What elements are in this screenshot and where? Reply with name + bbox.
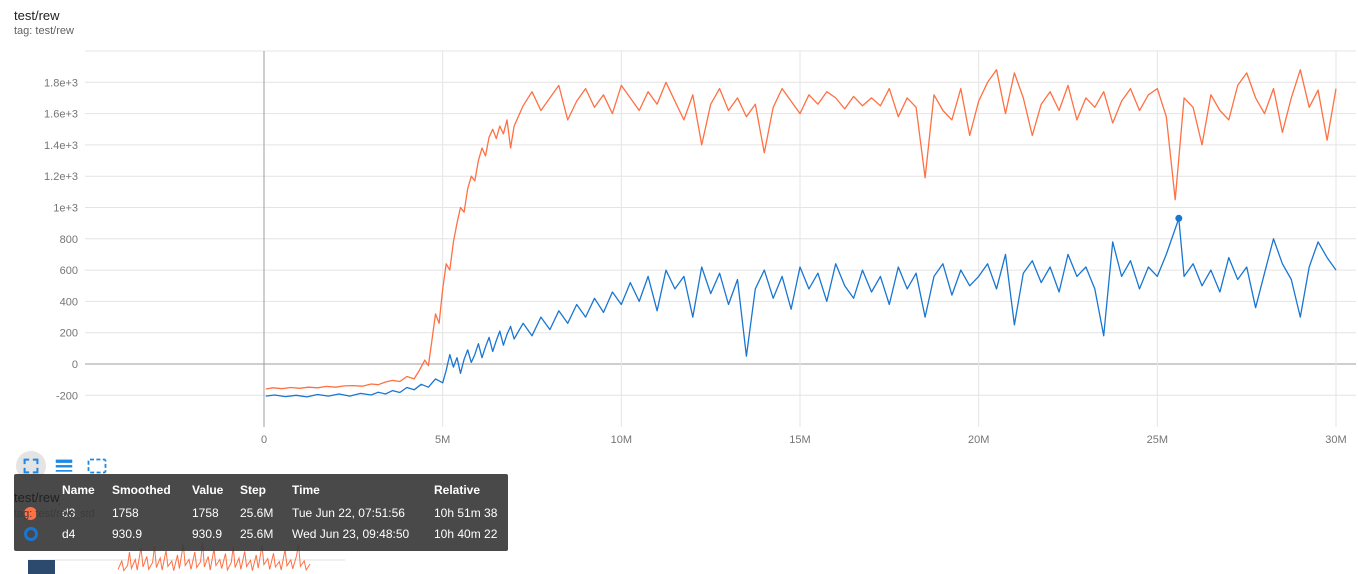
smoothed-column-header: Smoothed [112,483,171,497]
run-relative: 10h 40m 22s [434,526,498,541]
card2-header: test/rew_std tag: test/rew_std [14,490,95,521]
chart2-dark-fragment [28,560,55,574]
run-smoothed: 930.9 [112,526,143,541]
run-name: d3 [62,506,76,521]
run-step: 25.6M [240,526,274,541]
y-tick-label: 1.8e+3 [44,77,78,89]
y-tick-label: 400 [60,296,78,308]
chart2-tag: tag: test/rew_std [14,508,95,520]
swatch-cell [24,523,62,544]
series-line-d4 [265,217,1337,398]
y-tick-label: -200 [56,390,78,402]
x-tick-label: 5M [435,434,450,446]
relative-column-header: Relative [434,483,481,497]
run-step: 25.6M [240,506,274,521]
name-column-header: Name [62,483,95,497]
tooltip-row-d3: d3 1758 1758 25.6M Tue Jun 22, 07:51:56 … [24,503,498,523]
gridlines: -200 0 200 400 600 800 1e+3 1.2e+3 1.4e+3 1.6e+3 1… [44,50,1356,446]
line-weight-icon [55,459,73,472]
run-value: 1758 [192,506,219,521]
y-tick-label: 200 [60,328,78,340]
series-line-d3 [265,69,1337,390]
y-tick-label: 800 [60,234,78,246]
hover-tooltip: Name Smoothed Value Step Time Relative d… [14,474,508,552]
time-column-header: Time [292,483,320,497]
run-value: 930.9 [192,526,223,541]
overscan-icon [87,458,107,474]
x-tick-label: 20M [968,434,989,446]
x-tick-label: 15M [789,434,810,446]
y-tick-label: 1e+3 [53,203,78,215]
y-tick-label: 1.2e+3 [44,171,78,183]
hover-point-marker [1175,214,1183,222]
chart-title: test/rew [14,8,60,23]
x-tick-label: 10M [611,434,632,446]
value-column-header: Value [192,483,224,497]
card-header: test/rew tag: test/rew [14,8,74,38]
chart-tag: tag: test/rew [14,25,74,37]
run-relative: 10h 51m 38s [434,506,498,521]
tooltip-table: Name Smoothed Value Step Time Relative d… [24,479,498,544]
run-smoothed: 1758 [112,506,139,521]
step-column-header: Step [240,483,267,497]
y-tick-label: 600 [60,265,78,277]
y-tick-label: 1.4e+3 [44,140,78,152]
fit-domain-button[interactable] [82,451,112,481]
y-tick-label: 0 [72,359,78,371]
chart2-title: test/rew_std [14,490,60,505]
x-tick-label: 25M [1147,434,1168,446]
y-tick-label: 1.6e+3 [44,109,78,121]
x-tick-label: 30M [1325,434,1346,446]
run-time: Tue Jun 22, 07:51:56 [292,506,405,521]
run-d4-swatch-icon [24,527,38,542]
fullscreen-icon [23,458,39,474]
run-time: Wed Jun 23, 09:48:50 [292,526,410,541]
run-d3-swatch-icon [24,507,37,521]
scalar-line-chart[interactable]: -200 0 200 400 600 800 1e+3 1.2e+3 1.4e+3 1.6e+3 1… [0,45,1358,450]
swatch-cell [24,503,62,523]
run-name: d4 [62,526,76,541]
tooltip-header-row: Name Smoothed Value Step Time Relative [24,479,498,503]
tooltip-row-d4: d4 930.9 930.9 25.6M Wed Jun 23, 09:48:5… [24,523,498,544]
x-tick-label: 0 [261,434,267,446]
log-scale-button[interactable] [49,451,79,481]
